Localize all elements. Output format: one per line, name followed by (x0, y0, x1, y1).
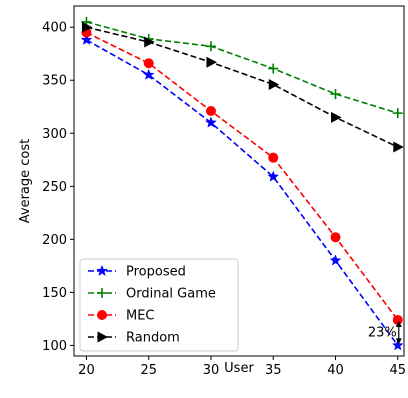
legend-item: Random (88, 331, 180, 346)
data-point (391, 339, 404, 351)
data-point (80, 33, 93, 45)
y-tick-label: 100 (42, 339, 67, 354)
series-line (86, 21, 399, 114)
annotation-label: 23% (368, 326, 397, 341)
data-point (143, 58, 154, 69)
y-tick-label: 400 (42, 21, 67, 36)
legend-label: MEC (126, 309, 155, 324)
data-point (393, 141, 404, 153)
y-axis-label: Average cost (18, 139, 33, 224)
data-point (268, 63, 279, 74)
x-tick-label: 35 (265, 363, 282, 378)
data-point (205, 116, 217, 128)
data-point (206, 56, 217, 68)
legend-marker (97, 288, 107, 298)
data-point (330, 232, 341, 243)
x-tick-label: 40 (327, 363, 344, 378)
series-ordinal-game (81, 16, 403, 119)
legend-label: Proposed (126, 265, 186, 280)
series-line (86, 31, 399, 321)
plot-border (73, 5, 405, 357)
y-tick-label: 200 (42, 233, 67, 248)
data-point (392, 314, 403, 325)
legend-box (79, 258, 239, 352)
data-point (268, 152, 279, 163)
y-tick-label: 150 (42, 286, 67, 301)
data-point (81, 21, 93, 33)
series-line (86, 39, 399, 346)
data-point (331, 111, 342, 123)
legend-marker (97, 310, 107, 320)
x-axis-label: User (224, 361, 254, 376)
series-mec (81, 27, 403, 325)
legend: Proposed Ordinal Game MEC Random (79, 258, 239, 352)
annotation-layer: 23% (368, 320, 402, 345)
y-tick-label: 350 (42, 74, 67, 89)
series-random (81, 21, 404, 153)
plot-frame (73, 5, 405, 357)
series-proposed (80, 33, 404, 351)
legend-label: Random (126, 331, 180, 346)
data-point (329, 254, 342, 266)
data-point (142, 68, 155, 80)
legend-marker (96, 264, 108, 277)
axis-ticks: 20 25 30 35 40 45 100 150 200 250 300 350 400 (42, 21, 406, 378)
annotation-arrowhead-top (395, 320, 402, 327)
data-point (205, 106, 216, 116)
data-point (392, 108, 403, 119)
annotation-arrowhead-bottom (395, 338, 402, 345)
series-line (86, 26, 399, 148)
legend-label: Ordinal Game (126, 287, 216, 302)
x-tick-label: 45 (390, 363, 407, 378)
series-layer (80, 16, 404, 351)
data-point (144, 36, 155, 48)
data-point (267, 170, 280, 182)
x-tick-label: 20 (78, 363, 95, 378)
data-point (205, 41, 216, 52)
legend-item: MEC (88, 309, 155, 324)
x-tick-label: 25 (140, 363, 157, 378)
x-tick-label: 30 (203, 363, 220, 378)
data-point (268, 78, 280, 90)
data-point (330, 89, 341, 100)
y-tick-label: 250 (42, 180, 67, 195)
legend-marker (97, 331, 108, 343)
legend-item: Ordinal Game (88, 287, 216, 302)
y-tick-label: 300 (42, 127, 67, 142)
legend-item: Proposed (88, 265, 186, 280)
